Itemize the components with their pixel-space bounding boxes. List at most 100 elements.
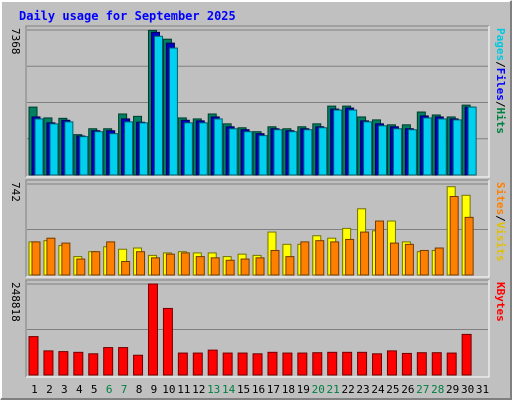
bar-kbytes-day-14: [222, 352, 233, 376]
legend-entry: Sites: [494, 182, 507, 215]
x-tick-label-day-14: 14: [222, 383, 236, 396]
bar-kbytes-day-11: [177, 352, 188, 376]
bar-pages-day-29: [452, 119, 462, 176]
bar-pages-day-19: [303, 129, 313, 176]
x-tick-label-day-22: 22: [341, 383, 354, 396]
bar-kbytes-day-9: [147, 283, 158, 376]
bar-sites-day-11: [180, 252, 190, 276]
x-tick-label-day-23: 23: [356, 383, 369, 396]
panel-bevel-light: [26, 26, 490, 178]
bar-sites-day-15: [240, 258, 250, 276]
series-legend-visits-sites: Sites/Visits: [494, 182, 507, 262]
legend-entry: Hits: [494, 108, 507, 135]
bar-kbytes-day-29: [446, 352, 457, 376]
x-tick-label-day-13: 13: [207, 383, 220, 396]
bar-sites-day-18: [285, 256, 295, 276]
bar-kbytes-day-7: [118, 347, 129, 376]
bar-sites-day-25: [389, 242, 399, 276]
bar-pages-day-6: [109, 133, 119, 176]
x-tick-label-day-21: 21: [327, 383, 340, 396]
bar-kbytes-day-26: [401, 352, 412, 376]
x-tick-label-day-7: 7: [121, 383, 128, 396]
bar-kbytes-day-1: [28, 336, 39, 376]
x-tick-label-day-4: 4: [76, 383, 83, 396]
x-tick-label-day-26: 26: [401, 383, 414, 396]
bar-sites-day-13: [210, 257, 220, 276]
x-tick-label-day-27: 27: [416, 383, 429, 396]
panel-bevel-dark: [25, 179, 489, 277]
bar-kbytes-day-30: [461, 333, 472, 376]
bar-sites-day-10: [165, 253, 175, 276]
bar-kbytes-day-16: [252, 353, 263, 376]
bar-kbytes-day-27: [416, 352, 427, 376]
bar-kbytes-day-10: [162, 307, 173, 376]
bar-kbytes-day-2: [43, 350, 54, 376]
bar-sites-day-27: [419, 249, 429, 276]
bar-sites-day-17: [270, 249, 280, 276]
bar-sites-day-8: [136, 251, 146, 276]
bar-sites-day-14: [225, 259, 235, 276]
bar-sites-day-23: [360, 231, 370, 276]
bar-pages-day-14: [228, 128, 238, 176]
bar-pages-day-26: [407, 129, 417, 176]
chart-title: Daily usage for September 2025: [19, 9, 236, 23]
bar-pages-day-7: [124, 121, 134, 176]
bar-kbytes-day-22: [342, 351, 353, 376]
bar-sites-day-16: [255, 257, 265, 276]
bar-sites-day-12: [195, 256, 205, 276]
bar-sites-day-9: [150, 257, 160, 276]
bar-sites-day-6: [106, 241, 116, 276]
x-tick-label-day-12: 12: [192, 383, 205, 396]
panel-bevel-dark: [25, 25, 489, 177]
bar-kbytes-day-13: [207, 349, 218, 376]
bar-sites-day-28: [434, 247, 444, 276]
bar-sites-day-24: [375, 220, 385, 276]
bar-pages-day-25: [392, 128, 402, 176]
bar-kbytes-day-28: [431, 352, 442, 376]
bar-sites-day-26: [404, 243, 414, 276]
x-tick-label-day-2: 2: [46, 383, 53, 396]
bar-kbytes-day-18: [282, 352, 293, 376]
x-tick-label-day-15: 15: [237, 383, 250, 396]
bar-kbytes-day-24: [372, 353, 383, 376]
panel-bevel-dark: [25, 279, 489, 377]
x-tick-label-day-5: 5: [91, 383, 98, 396]
x-tick-label-day-25: 25: [386, 383, 399, 396]
bar-sites-day-4: [76, 258, 86, 276]
x-tick-label-day-16: 16: [252, 383, 265, 396]
bar-pages-day-28: [437, 118, 447, 176]
legend-entry: /: [494, 61, 507, 68]
x-tick-label-day-24: 24: [371, 383, 385, 396]
x-tick-label-day-30: 30: [461, 383, 474, 396]
x-tick-label-day-10: 10: [162, 383, 175, 396]
bar-pages-day-11: [183, 122, 193, 176]
bar-pages-day-8: [139, 122, 149, 176]
bar-kbytes-day-5: [88, 353, 99, 376]
bar-kbytes-day-20: [312, 352, 323, 376]
bar-sites-day-30: [464, 216, 474, 276]
x-tick-label-day-9: 9: [151, 383, 158, 396]
legend-entry: Files: [494, 68, 507, 101]
bar-pages-day-4: [79, 136, 89, 176]
x-tick-label-day-28: 28: [431, 383, 444, 396]
bar-pages-day-18: [288, 131, 298, 176]
bar-sites-day-21: [330, 241, 340, 276]
legend-entry: /: [494, 101, 507, 108]
bar-pages-day-12: [198, 122, 208, 176]
bar-pages-day-27: [422, 117, 432, 176]
x-tick-label-day-1: 1: [31, 383, 38, 396]
x-tick-label-day-18: 18: [282, 383, 295, 396]
bar-sites-day-3: [61, 242, 71, 276]
bar-pages-day-22: [348, 109, 358, 176]
series-legend-kbytes: KBytes: [494, 282, 507, 322]
bar-sites-day-29: [449, 196, 459, 276]
y-max-label: 742: [9, 182, 22, 202]
bar-pages-day-24: [378, 125, 388, 176]
x-tick-label-day-8: 8: [136, 383, 143, 396]
legend-entry: /: [494, 215, 507, 222]
bar-kbytes-day-23: [357, 351, 368, 376]
legend-entry: Pages: [494, 28, 507, 61]
series-legend-hits-files-pages: Pages/Files/Hits: [494, 28, 507, 134]
